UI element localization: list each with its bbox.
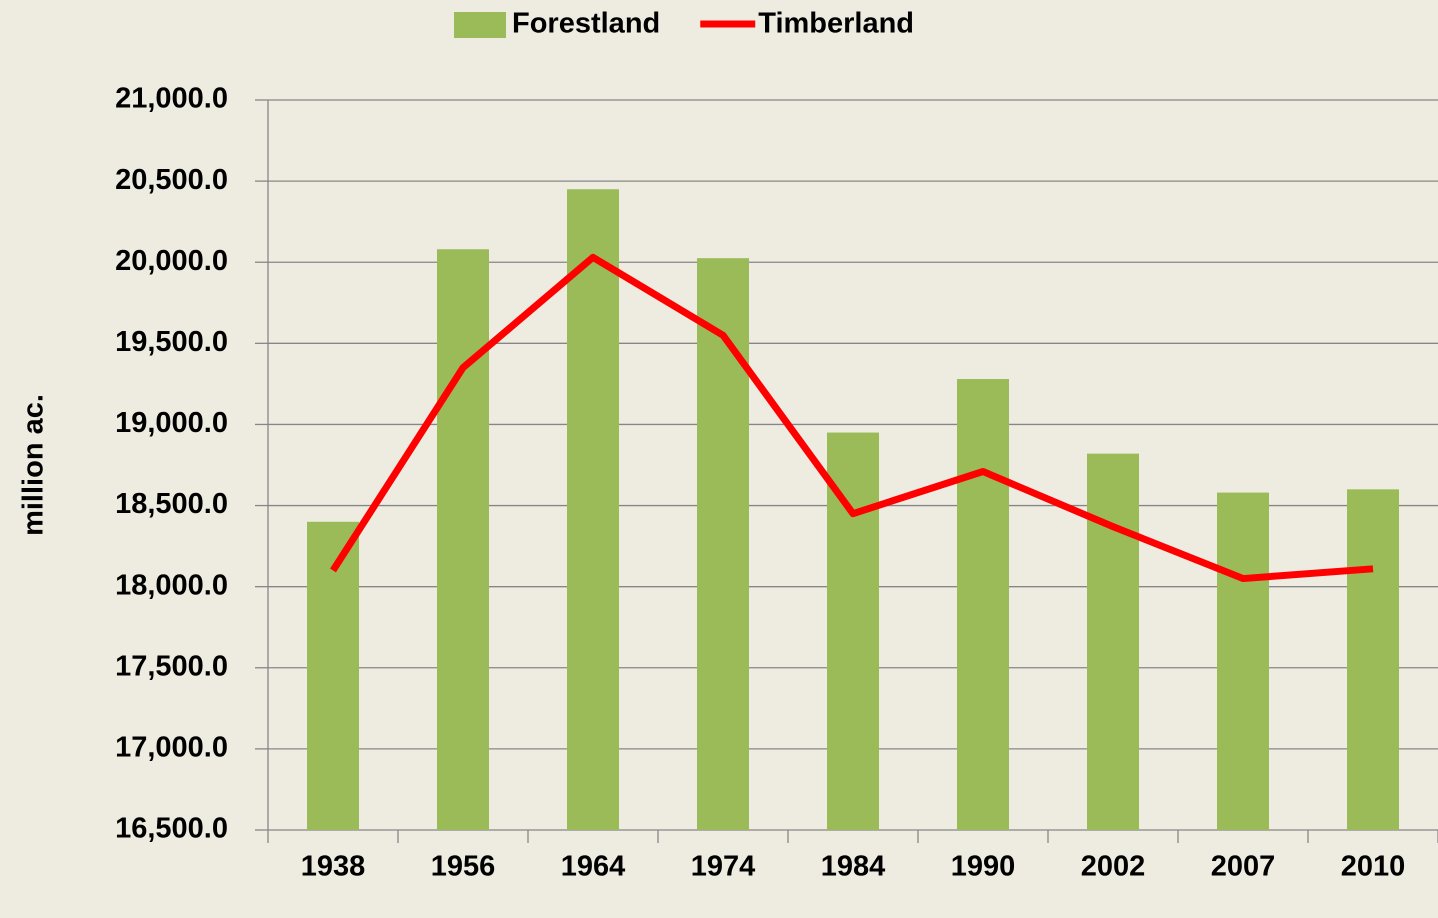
line: [330, 253, 1374, 583]
y-tick-label: 21,000.0: [115, 83, 228, 115]
y-tick-label: 18,500.0: [115, 488, 228, 520]
x-tick-label: 2007: [1211, 851, 1276, 883]
bar: [1347, 489, 1399, 830]
bar: [697, 258, 749, 831]
legend-swatch: [454, 12, 506, 38]
x-tick-label: 1938: [301, 851, 366, 883]
bar: [307, 521, 359, 830]
x-tick-label: 1964: [561, 851, 626, 883]
y-tick-label: 20,000.0: [115, 245, 228, 277]
bar: [1087, 453, 1139, 830]
y-axis-label: million ac.: [18, 394, 50, 536]
x-tick-label: 1984: [821, 851, 886, 883]
y-tick-label: 19,500.0: [115, 326, 228, 358]
y-tick-label: 18,000.0: [115, 569, 228, 601]
bar: [957, 379, 1009, 830]
x-tick-label: 1956: [431, 851, 496, 883]
legend-label: Forestland: [512, 8, 660, 40]
legend-label: Timberland: [758, 8, 914, 40]
y-tick-label: 17,000.0: [115, 732, 228, 764]
x-tick-label: 2010: [1341, 851, 1406, 883]
x-tick-label: 1974: [691, 851, 756, 883]
x-tick-label: 2002: [1081, 851, 1146, 883]
y-tick-label: 17,500.0: [115, 650, 228, 682]
bar: [827, 432, 879, 830]
y-tick-label: 19,000.0: [115, 407, 228, 439]
bar: [1217, 492, 1269, 830]
bar: [567, 189, 619, 830]
y-tick-label: 20,500.0: [115, 164, 228, 196]
x-tick-label: 1990: [951, 851, 1016, 883]
bar: [437, 249, 489, 830]
y-tick-label: 16,500.0: [115, 813, 228, 845]
